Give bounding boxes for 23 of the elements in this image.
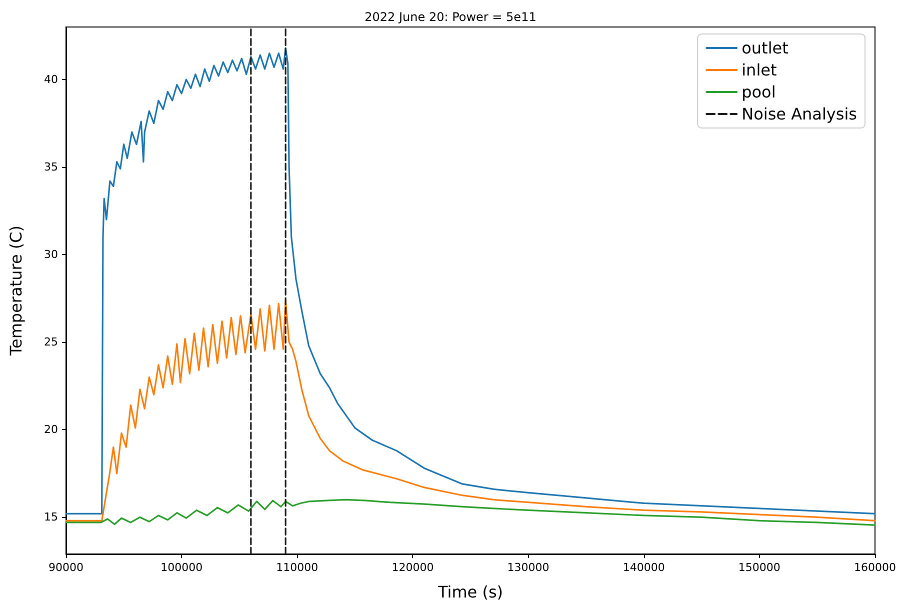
x-tick-label: 100000 — [160, 561, 203, 574]
line-series — [65, 498, 876, 526]
chart-title: 2022 June 20: Power = 5e11 — [364, 10, 536, 24]
y-tick-label: 20 — [44, 423, 58, 436]
y-tick-label: 15 — [44, 510, 58, 524]
line-series — [65, 299, 876, 522]
y-tick-label: 30 — [44, 248, 58, 262]
y-tick-label: 35 — [44, 160, 58, 174]
x-tick-label: 120000 — [392, 561, 434, 574]
x-tick-label: 140000 — [622, 561, 665, 574]
x-tick-label: 110000 — [276, 561, 318, 574]
legend-label: pool — [742, 82, 776, 102]
x-tick-label: 90000 — [48, 561, 84, 574]
y-axis-title: Temperature (C) — [6, 225, 26, 357]
x-tick-label: 150000 — [738, 561, 780, 574]
x-tick-label: 130000 — [507, 561, 550, 574]
x-axis-title: Time (s) — [436, 582, 504, 602]
y-tick-label: 40 — [44, 73, 58, 86]
legend-label: Noise Analysis — [742, 104, 857, 124]
x-tick-label: 160000 — [854, 561, 896, 574]
legend-label: outlet — [742, 38, 788, 58]
legend-label: inlet — [742, 60, 777, 80]
y-tick-label: 25 — [44, 336, 58, 349]
